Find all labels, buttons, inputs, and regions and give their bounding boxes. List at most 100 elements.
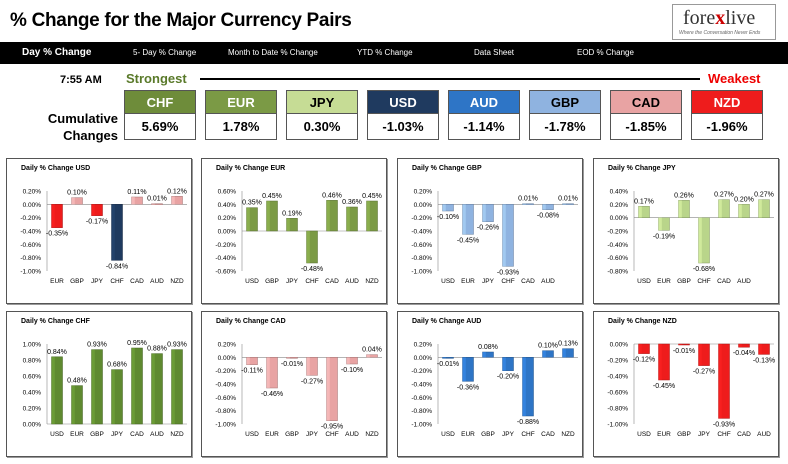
bar-highlight xyxy=(502,204,506,267)
y-tick-label: 0.20% xyxy=(414,342,433,349)
chart-panel: Daily % Change CAD 0.20% 0.00% -0.20% -0.40%… xyxy=(201,311,387,457)
tab-ytd[interactable]: YTD % Change xyxy=(357,48,413,57)
y-tick-label: -0.80% xyxy=(411,408,432,415)
y-tick-label: 0.00% xyxy=(23,422,42,429)
bar-highlight xyxy=(266,357,270,388)
y-tick-label: 1.00% xyxy=(23,342,42,349)
currency-value: 5.69% xyxy=(124,114,196,140)
currency-name: AUD xyxy=(448,90,520,114)
y-tick-label: -0.60% xyxy=(607,255,628,262)
y-tick-label: -0.60% xyxy=(20,242,41,249)
data-label: -0.88% xyxy=(517,419,539,426)
y-tick-label: -0.40% xyxy=(607,374,628,381)
bar-highlight xyxy=(738,344,742,348)
data-label: 0.95% xyxy=(127,340,147,347)
header: % Change for the Major Currency Pairs fo… xyxy=(0,0,788,44)
data-label: 0.84% xyxy=(47,349,67,356)
y-tick-label: -1.00% xyxy=(411,269,432,276)
bar-highlight xyxy=(522,357,526,416)
x-tick-label: USD xyxy=(637,431,651,438)
y-tick-label: -0.20% xyxy=(411,368,432,375)
x-tick-label: GBP xyxy=(265,278,279,285)
x-tick-label: EUR xyxy=(461,278,475,285)
data-label: -0.10% xyxy=(341,367,363,374)
bar-highlight xyxy=(366,201,370,231)
x-tick-label: GBP xyxy=(677,431,691,438)
bar-highlight xyxy=(718,344,722,419)
tab-data-sheet[interactable]: Data Sheet xyxy=(474,48,515,57)
currency-value: -1.85% xyxy=(610,114,682,140)
bar-highlight xyxy=(542,350,546,358)
x-tick-label: CHF xyxy=(521,431,534,438)
y-tick-label: 0.00% xyxy=(414,355,433,362)
data-label: 0.10% xyxy=(67,190,87,197)
currency-name: USD xyxy=(367,90,439,114)
forexlive-logo[interactable]: forexlive Where the Conversation Never E… xyxy=(672,4,776,40)
chart-svg: 0.00% -0.20% -0.40% -0.60% -0.80% -1.00% -0.12… xyxy=(607,342,775,439)
tab-5day-change[interactable]: 5- Day % Change xyxy=(133,48,197,57)
y-tick-label: -0.60% xyxy=(215,395,236,402)
data-label: 0.46% xyxy=(322,192,342,199)
tab-month-to-date[interactable]: Month to Date % Change xyxy=(228,48,318,57)
tab-day-change[interactable]: Day % Change xyxy=(22,47,92,58)
data-label: -0.48% xyxy=(301,266,323,273)
data-label: -0.08% xyxy=(537,213,559,220)
x-tick-label: USD xyxy=(441,278,455,285)
y-tick-label: -0.80% xyxy=(411,255,432,262)
x-tick-label: CHF xyxy=(717,431,730,438)
x-tick-label: NZD xyxy=(561,431,575,438)
y-tick-label: 0.20% xyxy=(218,342,237,349)
chart-panel: Daily % Change AUD 0.20% 0.00% -0.20% -0.40%… xyxy=(397,311,583,457)
y-tick-label: 0.20% xyxy=(23,406,42,413)
x-tick-label: NZD xyxy=(170,431,184,438)
currency-name: EUR xyxy=(205,90,277,114)
x-tick-label: CAD xyxy=(541,431,555,438)
x-tick-label: JPY xyxy=(482,278,495,285)
page-title: % Change for the Major Currency Pairs xyxy=(10,10,352,31)
bar-highlight xyxy=(306,231,310,263)
chart-svg: 0.20% 0.00% -0.20% -0.40% -0.60% -0.80% -1.00%… xyxy=(20,188,187,285)
x-tick-label: USD xyxy=(245,431,259,438)
chart-svg: 1.00% 0.80% 0.60% 0.40% 0.20% 0.00% 0.84% 0.48%… xyxy=(23,340,187,438)
timestamp: 7:55 AM xyxy=(60,74,102,86)
bar-highlight xyxy=(638,344,642,354)
x-tick-label: GBP xyxy=(677,278,691,285)
currency-value: 0.30% xyxy=(286,114,358,140)
chart-svg: 0.20% 0.00% -0.20% -0.40% -0.60% -0.80% -1.00%… xyxy=(215,342,382,438)
tab-eod-change[interactable]: EOD % Change xyxy=(577,48,634,57)
data-label: 0.13% xyxy=(558,341,578,348)
x-tick-label: CHF xyxy=(325,431,338,438)
x-tick-label: NZD xyxy=(365,431,379,438)
y-tick-label: 0.20% xyxy=(610,202,629,209)
y-tick-label: 0.60% xyxy=(23,374,42,381)
data-label: 0.01% xyxy=(518,196,538,203)
data-label: 0.11% xyxy=(127,189,146,196)
bar-highlight xyxy=(758,344,762,355)
x-tick-label: AUD xyxy=(757,431,771,438)
chart-panel: Daily % Change EUR 0.60% 0.40% 0.20% 0.00% -0… xyxy=(201,158,387,304)
bar-highlight xyxy=(286,357,290,359)
bar-highlight xyxy=(562,348,566,358)
y-tick-label: -0.80% xyxy=(215,408,236,415)
currency-name: CAD xyxy=(610,90,682,114)
strongest-label: Strongest xyxy=(126,71,187,86)
y-tick-label: 0.00% xyxy=(610,215,629,222)
data-label: -0.93% xyxy=(713,421,735,428)
data-label: 0.45% xyxy=(362,193,382,200)
y-tick-label: 0.00% xyxy=(23,202,42,209)
y-tick-label: -0.60% xyxy=(411,395,432,402)
bar-highlight xyxy=(698,344,702,366)
bar-highlight xyxy=(71,197,75,205)
bar-highlight xyxy=(246,357,250,365)
y-tick-label: 0.40% xyxy=(218,202,237,209)
data-label: -0.46% xyxy=(261,391,283,398)
currency-box-nzd: NZD -1.96% xyxy=(691,90,763,142)
data-label: -0.01% xyxy=(673,348,695,355)
bar-highlight xyxy=(171,196,175,205)
x-tick-label: CHF xyxy=(501,278,514,285)
chart-title: Daily % Change CHF xyxy=(21,318,90,325)
data-label: -0.10% xyxy=(437,214,459,221)
nav-bar: Day % Change 5- Day % Change Month to Da… xyxy=(0,44,788,64)
x-tick-label: GBP xyxy=(481,431,495,438)
currency-name: CHF xyxy=(124,90,196,114)
